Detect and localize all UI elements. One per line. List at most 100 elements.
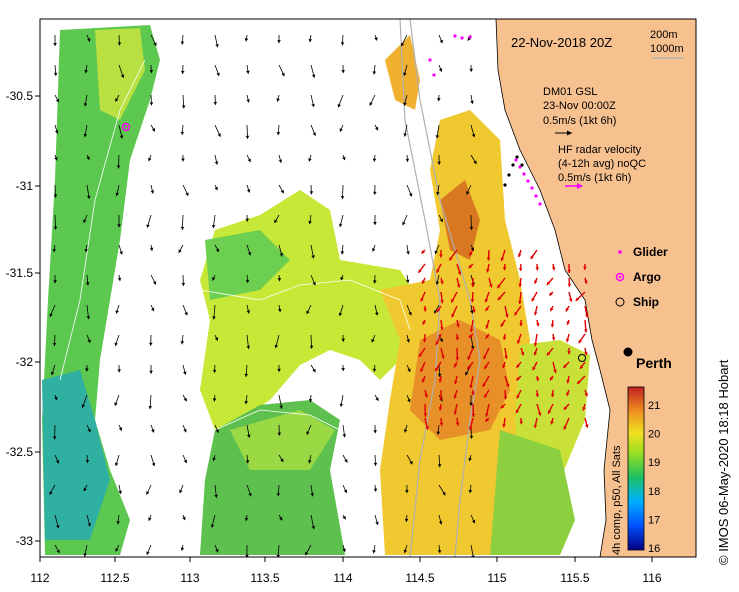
- current-arrow-head: [116, 165, 121, 169]
- radar-arrow-head: [484, 394, 488, 398]
- current-arrow-head: [179, 489, 183, 494]
- current-arrow-head: [215, 43, 219, 48]
- glider-info-label: DM01 GSL: [543, 86, 597, 98]
- current-arrow-head: [436, 191, 440, 196]
- radar-arrow-head: [533, 351, 538, 356]
- current-arrow-head: [438, 68, 443, 72]
- map-title: 22-Nov-2018 20Z: [511, 35, 612, 50]
- radar-arrow-head: [439, 254, 443, 258]
- current-arrow-head: [439, 39, 443, 44]
- current-arrow-head: [53, 194, 58, 198]
- radar-arrow-head: [437, 308, 441, 313]
- radar-arrow-head: [418, 269, 422, 273]
- current-arrow-head: [54, 396, 58, 401]
- current-arrow-head: [148, 406, 153, 410]
- current-arrow-head: [180, 70, 185, 74]
- current-arrow-head: [308, 459, 312, 464]
- current-arrow-head: [49, 491, 53, 495]
- current-arrow-head: [83, 133, 88, 138]
- glider-track: [428, 34, 542, 206]
- current-arrow-head: [372, 71, 377, 75]
- current-arrow-head: [86, 316, 91, 320]
- current-arrow-head: [279, 516, 283, 521]
- current-arrow-head: [49, 313, 53, 317]
- radar-arrow-head: [563, 425, 567, 430]
- current-arrow-head: [277, 432, 282, 436]
- radar-arrow-head: [454, 380, 458, 385]
- current-arrow-head: [373, 430, 377, 434]
- radar-arrow-head: [505, 314, 509, 318]
- current-arrow-head: [371, 248, 376, 252]
- current-arrow-head: [118, 490, 122, 495]
- current-arrow-head: [246, 310, 251, 314]
- current-arrow-head: [343, 489, 348, 493]
- current-arrow-head: [52, 342, 57, 347]
- radar-arrow-head: [535, 393, 540, 397]
- radar-arrow-head: [486, 269, 490, 273]
- current-arrow-head: [246, 345, 251, 350]
- radar-arrow-head: [457, 271, 462, 275]
- current-arrow-head: [342, 156, 346, 161]
- current-arrow-head: [180, 41, 185, 45]
- current-arrow-head: [403, 102, 407, 106]
- current-arrow-head: [114, 342, 118, 347]
- current-arrow-head: [181, 282, 186, 286]
- radar-arrow-head: [497, 284, 501, 289]
- radar-arrow-head: [423, 413, 428, 417]
- current-arrow-head: [150, 190, 155, 194]
- radar-arrow-head: [468, 334, 473, 338]
- radar-arrow-head: [520, 351, 525, 356]
- current-arrow-head: [373, 221, 377, 225]
- rottnest-marker: [578, 354, 586, 362]
- contour-1000m: [399, 19, 441, 557]
- land-mass: [495, 19, 696, 557]
- radar-arrow-head: [537, 412, 542, 416]
- current-arrow-head: [466, 191, 470, 195]
- current-arrow-head: [310, 493, 315, 497]
- radar-arrow-head: [422, 339, 427, 343]
- current-arrow-head: [372, 158, 377, 162]
- current-arrow-head: [338, 223, 343, 228]
- radar-info-scale: 0.5m/s (1kt 6h): [558, 172, 631, 184]
- current-arrow-head: [469, 435, 474, 439]
- radar-arrow-head: [547, 410, 552, 414]
- current-arrow-head: [311, 74, 316, 78]
- current-arrow-head: [83, 487, 87, 492]
- current-arrow-head: [180, 226, 185, 230]
- current-arrow-head: [212, 277, 216, 281]
- x-axis-ticks: 112 112.5 113 113.5 114 114.5 115 115.5 116: [30, 557, 662, 585]
- current-arrow-head: [369, 102, 373, 106]
- y-tick-label: -30.5: [6, 89, 34, 103]
- current-arrow-head: [215, 429, 219, 433]
- current-arrow-head: [245, 135, 250, 139]
- x-tick-label: 114.5: [405, 571, 434, 585]
- current-arrow-head: [151, 462, 156, 467]
- current-arrow-head: [55, 98, 60, 103]
- current-arrow-head: [244, 373, 249, 377]
- radar-arrow-head: [530, 255, 534, 260]
- radar-arrow-head: [468, 264, 473, 268]
- radar-arrow-head: [438, 379, 443, 383]
- current-arrow-head: [305, 551, 309, 556]
- radar-arrow-head: [469, 384, 473, 389]
- current-arrow-head: [52, 248, 57, 253]
- radar-arrow-head: [519, 322, 523, 326]
- current-arrow-head: [306, 310, 310, 315]
- current-arrow-head: [210, 524, 215, 528]
- radar-arrow-head: [566, 321, 570, 325]
- radar-arrow-head: [514, 311, 518, 316]
- current-arrow-head: [375, 126, 379, 131]
- glider-legend-icon: [618, 250, 622, 254]
- current-arrow-head: [216, 72, 220, 77]
- radar-arrow-head: [485, 413, 489, 417]
- radar-arrow-head: [420, 368, 424, 372]
- current-arrow-head: [117, 42, 122, 46]
- colorbar-tick-label: 20: [648, 429, 660, 441]
- radar-arrow-head: [471, 392, 475, 396]
- current-arrow-head: [178, 249, 182, 253]
- glider-info-time: 23-Nov 00:00Z: [543, 100, 616, 112]
- current-arrow-head: [311, 103, 315, 108]
- argo-legend-icon: [615, 272, 625, 282]
- radar-arrow-head: [485, 325, 489, 329]
- current-arrow-head: [401, 42, 405, 47]
